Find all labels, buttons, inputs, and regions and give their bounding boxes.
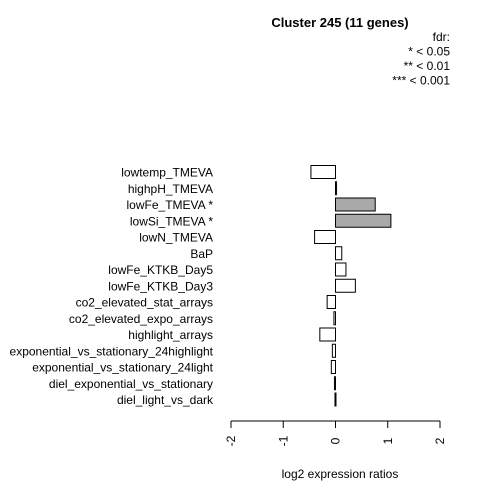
category-label: lowSi_TMEVA * [130,214,213,228]
chart-title: Cluster 245 (11 genes) [271,15,408,30]
x-tick-label: 2 [433,437,447,444]
category-label: highpH_TMEVA [128,182,213,196]
legend-entry: *** < 0.001 [392,74,450,88]
bar [335,181,338,196]
x-tick-label: 1 [381,437,395,444]
legend-entry: ** < 0.01 [404,59,451,73]
category-label: exponential_vs_stationary_24light [32,361,213,375]
x-tick-label: 0 [329,437,343,444]
bar [335,262,347,277]
bar [331,343,336,358]
legend: fdr:* < 0.05** < 0.01*** < 0.001 [392,30,450,88]
category-label: lowFe_KTKB_Day5 [108,263,213,277]
bars [310,165,392,407]
category-label: lowtemp_TMEVA [121,166,213,180]
legend-entry: fdr: [433,30,450,44]
bar [335,213,392,228]
category-label: diel_light_vs_dark [117,393,214,407]
category-labels: lowtemp_TMEVA highpH_TMEVA lowFe_TMEVA * lo… [10,166,214,408]
bar [310,165,337,179]
x-axis: -2 -1 0 1 2 [224,420,447,446]
category-label: lowFe_TMEVA * [127,198,214,212]
x-tick-label: -1 [276,435,290,446]
category-label: highlight_arrays [128,328,213,342]
x-axis-label: log2 expression ratios [282,467,399,481]
bar [335,197,376,212]
bar [326,295,337,309]
bar [314,230,337,244]
category-label: diel_exponential_vs_stationary [49,377,213,391]
category-label: BaP [190,247,213,261]
bar [333,311,336,326]
category-label: co2_elevated_expo_arrays [69,312,213,326]
bar [334,392,337,407]
category-label: co2_elevated_stat_arrays [76,296,213,310]
bar [335,278,356,293]
bar [333,376,336,391]
legend-entry: * < 0.05 [408,45,450,59]
bar [330,360,337,374]
category-label: lowN_TMEVA [139,231,213,245]
bar [319,327,337,342]
category-label: lowFe_KTKB_Day3 [108,279,213,293]
category-label: exponential_vs_stationary_24highlight [10,344,214,358]
bar [335,246,343,261]
x-tick-label: -2 [224,435,238,446]
